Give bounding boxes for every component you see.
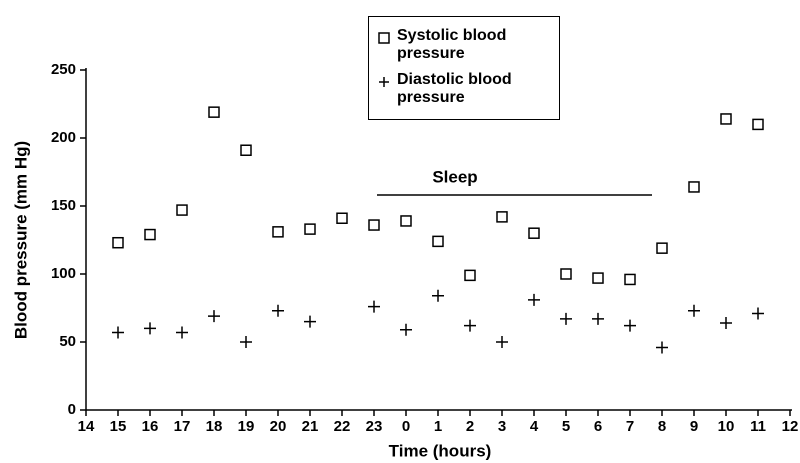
- point: [624, 319, 636, 332]
- y-tick-label: 150: [51, 197, 76, 214]
- point: [656, 341, 668, 354]
- x-axis-label: Time (hours): [389, 441, 492, 460]
- legend-label: Systolic blood pressure: [397, 27, 507, 62]
- point: [528, 293, 540, 306]
- x-tick-label: 11: [750, 418, 766, 435]
- point: [752, 118, 764, 131]
- point: [176, 204, 188, 216]
- point: [400, 323, 412, 336]
- x-tick-label: 21: [302, 418, 319, 435]
- point: [240, 336, 252, 348]
- point: [432, 289, 444, 302]
- point: [144, 228, 156, 241]
- point: [368, 300, 380, 313]
- point: [592, 312, 604, 325]
- point: [720, 316, 732, 329]
- point: [304, 315, 316, 328]
- point: [432, 235, 444, 248]
- x-tick-label: 9: [690, 418, 698, 435]
- point: [496, 211, 508, 223]
- x-tick-label: 12: [782, 418, 799, 435]
- point: [592, 272, 604, 284]
- point: [560, 268, 572, 280]
- x-tick-label: 1: [434, 418, 442, 435]
- y-tick-label: 100: [51, 265, 76, 282]
- point: [304, 223, 316, 235]
- y-tick-label: 250: [51, 61, 76, 78]
- point: [688, 181, 700, 193]
- point: [464, 269, 476, 282]
- y-axis-label: Blood pressure (mm Hg): [11, 141, 30, 339]
- point: [464, 319, 476, 332]
- legend-label: Diastolic blood pressure: [397, 71, 512, 106]
- point: [688, 304, 700, 317]
- point: [112, 326, 124, 339]
- point: [208, 310, 220, 323]
- point: [496, 336, 508, 348]
- point: [176, 326, 188, 339]
- x-tick-label: 0: [402, 418, 410, 435]
- point: [368, 219, 380, 231]
- x-tick-label: 16: [142, 418, 159, 435]
- x-tick-label: 2: [466, 418, 474, 435]
- y-tick-label: 50: [59, 333, 76, 350]
- legend-marker: [379, 77, 389, 87]
- point: [560, 312, 572, 325]
- legend: Systolic blood pressure Diastolic blood …: [368, 16, 560, 120]
- point: [144, 322, 156, 335]
- x-tick-label: 4: [530, 418, 539, 435]
- point: [400, 215, 412, 227]
- x-tick-label: 15: [110, 418, 127, 435]
- x-tick-label: 22: [334, 418, 351, 435]
- point: [272, 304, 284, 317]
- point: [720, 113, 732, 125]
- x-tick-label: 6: [594, 418, 602, 435]
- x-tick-label: 14: [78, 418, 95, 435]
- point: [752, 307, 764, 320]
- y-tick-label: 200: [51, 129, 76, 146]
- x-tick-label: 18: [206, 418, 223, 435]
- x-tick-label: 17: [174, 418, 191, 435]
- x-tick-label: 20: [270, 418, 287, 435]
- legend-marker: [378, 32, 390, 44]
- point: [272, 226, 284, 238]
- x-tick-label: 8: [658, 418, 666, 435]
- point: [528, 227, 540, 239]
- point: [336, 212, 348, 224]
- point: [208, 106, 220, 118]
- y-tick-label: 0: [68, 401, 76, 418]
- point: [112, 236, 124, 249]
- x-tick-label: 7: [626, 418, 634, 435]
- x-tick-label: 10: [718, 418, 735, 435]
- x-tick-label: 19: [238, 418, 255, 435]
- point: [240, 144, 252, 156]
- x-tick-label: 23: [366, 418, 383, 435]
- point: [656, 242, 668, 254]
- point: [624, 273, 636, 286]
- x-tick-label: 3: [498, 418, 506, 435]
- annotation: Sleep: [432, 167, 477, 186]
- x-tick-label: 5: [562, 418, 570, 435]
